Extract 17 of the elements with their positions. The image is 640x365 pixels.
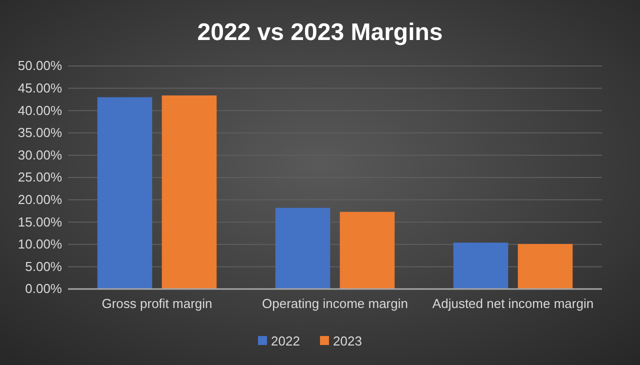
y-tick-label: 25.00% — [18, 170, 62, 185]
legend-label: 2023 — [333, 334, 362, 349]
y-tick-label: 0.00% — [25, 281, 62, 296]
y-tick-label: 40.00% — [18, 102, 62, 118]
x-tick-label: Operating income margin — [262, 296, 408, 312]
legend-label: 2022 — [271, 334, 300, 349]
y-tick-label: 50.00% — [18, 58, 62, 74]
y-tick-label: 35.00% — [18, 125, 62, 140]
chart-title: 2022 vs 2023 Margins — [197, 19, 443, 46]
y-tick-label: 20.00% — [18, 192, 62, 207]
x-tick-label: Gross profit margin — [102, 296, 212, 312]
y-tick-label: 15.00% — [18, 214, 62, 230]
x-tick-label: Adjusted net income margin — [432, 296, 594, 312]
y-tick-label: 45.00% — [18, 80, 62, 96]
y-tick-label: 5.00% — [25, 258, 62, 274]
y-tick-label: 30.00% — [18, 147, 62, 162]
y-tick-label: 10.00% — [18, 236, 62, 252]
